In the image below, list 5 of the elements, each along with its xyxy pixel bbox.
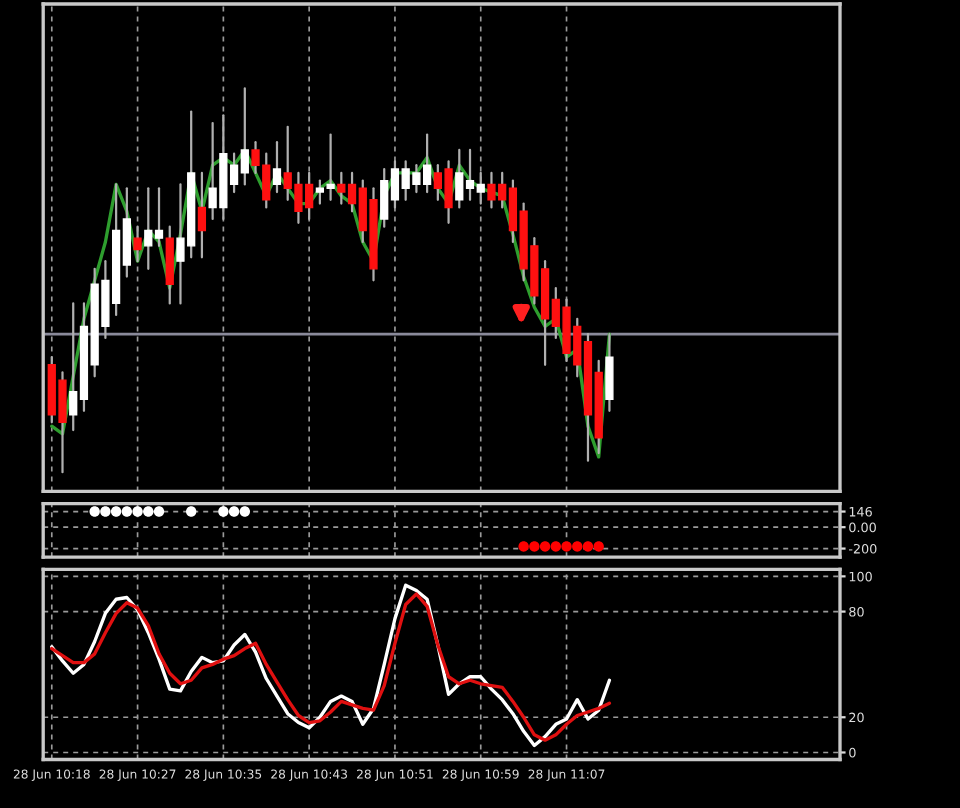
candlestick bbox=[197, 171, 207, 259]
candlestick bbox=[272, 141, 282, 194]
candlestick bbox=[165, 225, 174, 305]
candlestick bbox=[133, 225, 142, 263]
candlestick bbox=[605, 332, 614, 412]
